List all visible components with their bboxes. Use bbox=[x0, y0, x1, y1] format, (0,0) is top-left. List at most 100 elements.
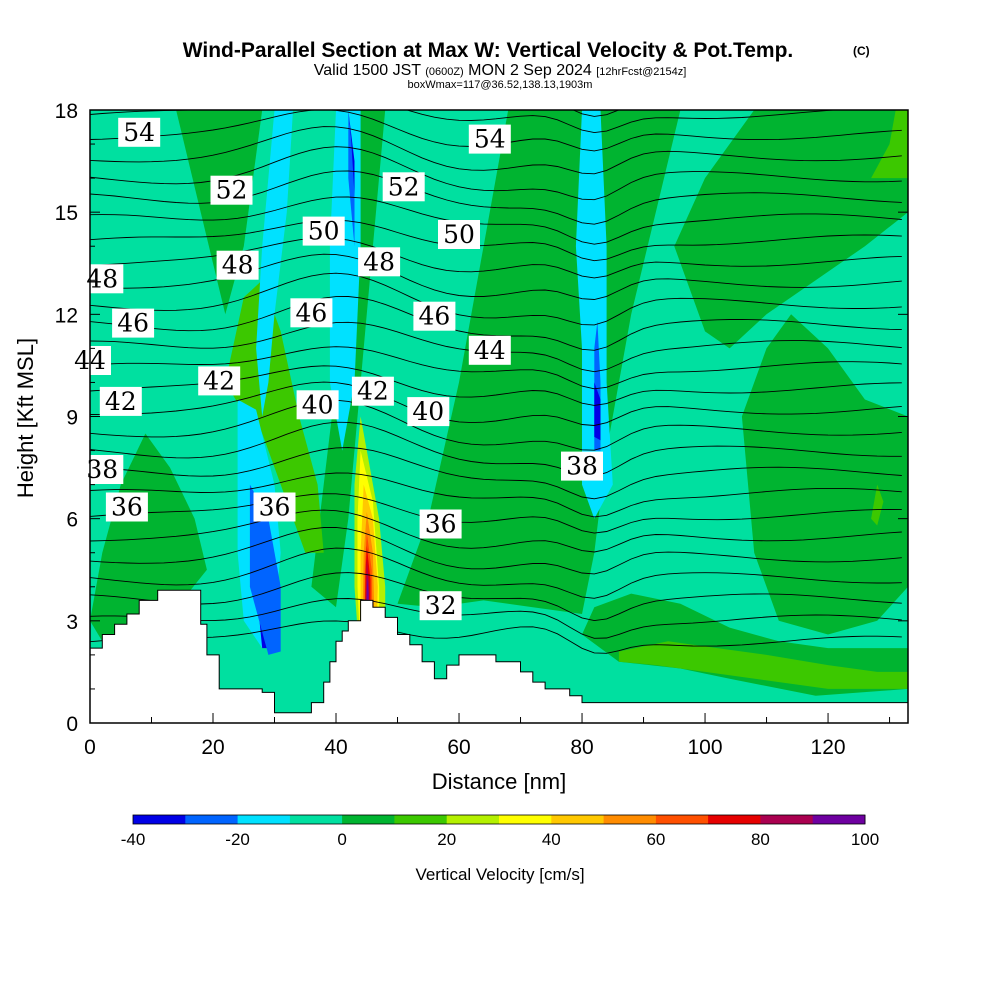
isentrope-label-box bbox=[112, 308, 155, 338]
y-tick-label: 15 bbox=[55, 202, 78, 225]
isentrope-label-box bbox=[105, 492, 148, 522]
region-green-right-mid bbox=[741, 314, 908, 635]
region-cyan-right bbox=[575, 110, 613, 519]
region-darkblue-right bbox=[594, 382, 601, 441]
isentrope-label-box bbox=[407, 397, 450, 427]
isentrope-label-text: 46 bbox=[418, 302, 450, 331]
isentrope-label: 32 bbox=[419, 591, 462, 621]
chart-subtitle-2: boxWmax=117@36.52,138.13,1903m bbox=[408, 79, 593, 91]
isentrope-label-box bbox=[198, 366, 241, 396]
isentrope-label: 52 bbox=[210, 175, 253, 205]
isentrope-label-text: 36 bbox=[111, 493, 143, 522]
colorbar-tick-label: -40 bbox=[121, 830, 146, 849]
isentrope-label-box bbox=[99, 386, 142, 416]
isentrope-label-text: 52 bbox=[216, 176, 248, 205]
isentrope-label-text: 44 bbox=[474, 336, 506, 365]
region-green-band-edge bbox=[225, 280, 324, 553]
x-tick-label: 60 bbox=[447, 736, 470, 759]
isentrope-label: 42 bbox=[198, 366, 241, 396]
isentrope-label-text: 54 bbox=[474, 125, 506, 154]
isentrope-line bbox=[90, 509, 902, 553]
isentrope-label: 48 bbox=[216, 250, 259, 280]
region-green-center bbox=[397, 110, 681, 614]
colorbar-tick-label: 80 bbox=[751, 830, 770, 849]
colorbar-swatch bbox=[237, 815, 291, 824]
isentrope-label: 42 bbox=[99, 386, 142, 416]
isentrope-label: 38 bbox=[81, 455, 124, 484]
x-tick-label: 0 bbox=[84, 736, 96, 759]
isentrope-label-text: 46 bbox=[117, 309, 149, 338]
isentrope-line bbox=[90, 126, 902, 175]
isentrope-label-box bbox=[302, 216, 345, 246]
isentrope-line bbox=[90, 421, 902, 477]
region-darkblue-top bbox=[348, 110, 355, 196]
isentrope-label: 50 bbox=[438, 220, 480, 249]
x-tick-label: 40 bbox=[324, 736, 347, 759]
region-lightgreen-lower bbox=[618, 641, 908, 689]
isentrope-line bbox=[90, 620, 902, 654]
y-axis-label: Height [Kft MSL] bbox=[13, 338, 38, 498]
region-green-left-low bbox=[90, 433, 207, 642]
isentrope-label-box bbox=[296, 390, 339, 420]
isentrope-label-box bbox=[210, 175, 253, 205]
isentrope-label: 40 bbox=[407, 397, 450, 427]
colorbar-tick-label: 60 bbox=[646, 830, 665, 849]
isentrope-line bbox=[90, 493, 902, 534]
isentrope-label-box bbox=[438, 220, 480, 249]
colorbar-swatch bbox=[289, 815, 343, 824]
isentrope-label-text: 50 bbox=[443, 220, 475, 249]
x-axis-label: Distance [nm] bbox=[432, 769, 567, 794]
isentrope-label-text: 48 bbox=[363, 247, 395, 276]
colorbar-swatch bbox=[655, 815, 709, 824]
isentrope-label-box bbox=[216, 250, 259, 280]
isentrope-line bbox=[90, 526, 902, 575]
region-green-right bbox=[674, 110, 908, 349]
isentrope-label-box bbox=[81, 455, 124, 484]
isentrope-label: 48 bbox=[358, 247, 401, 277]
isentrope-label-text: 36 bbox=[259, 493, 291, 522]
x-tick-label: 80 bbox=[570, 736, 593, 759]
isentrope-label-box bbox=[118, 117, 161, 147]
isentrope-line bbox=[90, 346, 902, 390]
colorbar-label: Vertical Velocity [cm/s] bbox=[415, 865, 584, 884]
isentrope-label-box bbox=[419, 509, 462, 539]
y-tick-label: 0 bbox=[66, 713, 78, 736]
isentrope-label-box bbox=[358, 247, 401, 277]
isentrope-line bbox=[90, 381, 902, 426]
isentrope-label-box bbox=[253, 492, 296, 522]
isentrope-line bbox=[90, 399, 902, 451]
isentrope-line bbox=[90, 447, 902, 500]
colorbar: -40 -20 0 20 40 60 80 100 bbox=[121, 814, 879, 849]
isentrope-line bbox=[90, 196, 902, 245]
colorbar-frame bbox=[132, 814, 866, 825]
isentrope-label-text: 36 bbox=[425, 510, 457, 539]
colorbar-tick-label: 0 bbox=[337, 830, 346, 849]
isentrope-label-box bbox=[290, 298, 333, 328]
colorbar-swatch bbox=[133, 815, 186, 824]
y-tick-label: 9 bbox=[66, 407, 78, 430]
terrain bbox=[90, 589, 908, 723]
isentrope-label-box bbox=[468, 124, 511, 154]
isentrope-line bbox=[90, 598, 902, 639]
isentrope-lines bbox=[90, 110, 902, 654]
isentrope-label-text: 50 bbox=[308, 217, 340, 246]
colorbar-swatch bbox=[185, 815, 239, 824]
y-tick-label: 6 bbox=[66, 509, 78, 532]
colorbar-swatch bbox=[394, 815, 448, 824]
plot-area bbox=[90, 110, 908, 723]
isentrope-label: 46 bbox=[112, 308, 155, 338]
y-tick-label: 12 bbox=[55, 304, 78, 327]
isentrope-line bbox=[90, 572, 902, 622]
region-lightgreen-right bbox=[871, 484, 884, 526]
isentrope-label-box bbox=[419, 591, 462, 621]
subtitle-small-a: (0600Z) bbox=[425, 66, 464, 78]
isentrope-label-text: 46 bbox=[295, 298, 327, 327]
isentrope-label-text: 38 bbox=[86, 455, 118, 484]
colorbar-swatch bbox=[342, 815, 395, 824]
subtitle-main-a: Valid 1500 JST bbox=[314, 62, 422, 79]
colorbar-tick-label: 20 bbox=[437, 830, 456, 849]
isentrope-label: 36 bbox=[253, 492, 296, 522]
isentrope-label-box bbox=[413, 301, 456, 331]
